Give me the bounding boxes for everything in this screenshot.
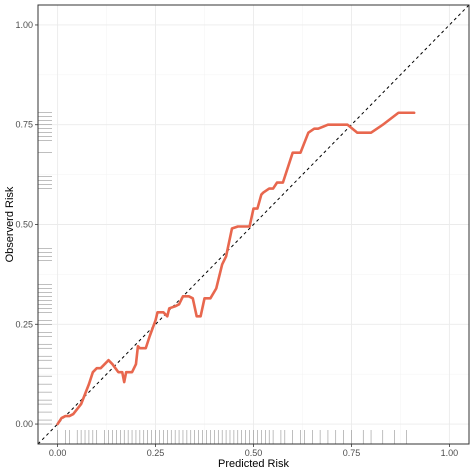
y-tick-label: 0.75 bbox=[15, 120, 33, 130]
y-tick-label: 0.00 bbox=[15, 419, 33, 429]
x-tick-label: 0.75 bbox=[343, 448, 361, 458]
reference-line bbox=[37, 4, 470, 445]
x-tick-label: 0.00 bbox=[49, 448, 67, 458]
x-tick-label: 0.25 bbox=[147, 448, 165, 458]
x-tick-label: 0.50 bbox=[245, 448, 263, 458]
rug-marks bbox=[38, 112, 407, 444]
y-tick-label: 1.00 bbox=[15, 20, 33, 30]
grid-lines bbox=[38, 5, 469, 444]
x-tick-label: 1.00 bbox=[441, 448, 459, 458]
y-axis-title: Observerd Risk bbox=[4, 186, 16, 262]
reference-diagonal bbox=[37, 4, 470, 445]
y-tick-label: 0.25 bbox=[15, 319, 33, 329]
y-tick-label: 0.50 bbox=[15, 220, 33, 230]
calibration-curve bbox=[56, 111, 416, 426]
x-axis-title: Predicted Risk bbox=[218, 458, 289, 470]
series-layer bbox=[56, 111, 416, 426]
axes: 0.00 0.25 0.50 0.75 1.00 0.00 0.25 0.50 0.75 1.00 bbox=[15, 20, 458, 458]
